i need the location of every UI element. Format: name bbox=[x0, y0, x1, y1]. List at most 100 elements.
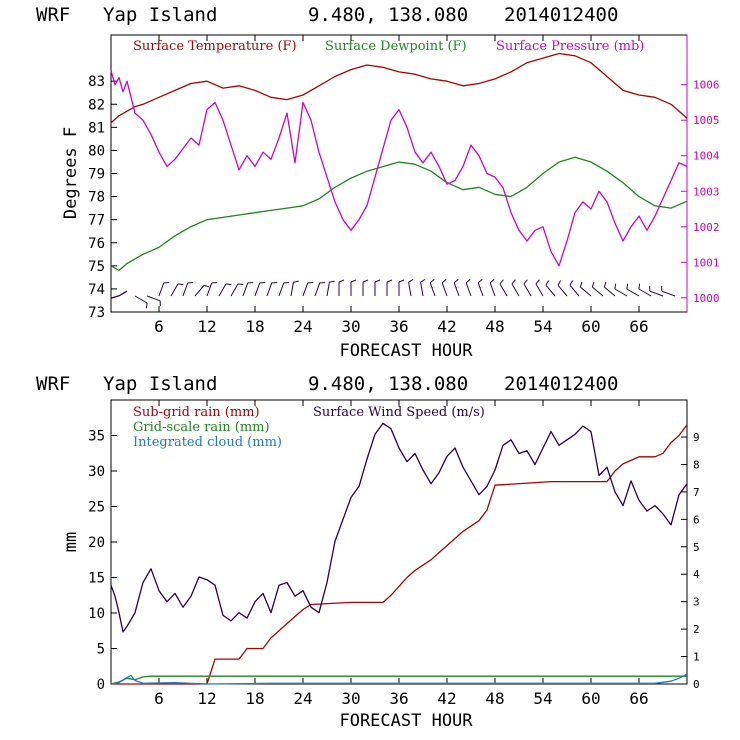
wind-barb-shaft bbox=[158, 282, 165, 297]
wind-barb bbox=[408, 278, 414, 297]
chart1-x-tick-label: 48 bbox=[485, 317, 504, 336]
wind-barb bbox=[338, 279, 345, 296]
wind-barb bbox=[170, 283, 184, 297]
wind-barb-shaft bbox=[278, 282, 285, 297]
wind-barb-shaft bbox=[649, 290, 664, 297]
chart1-y-tick-label: 83 bbox=[88, 74, 105, 90]
wind-barb bbox=[182, 282, 194, 297]
chart1-y-tick-label: 73 bbox=[88, 305, 105, 321]
wind-barb-feather bbox=[511, 279, 516, 285]
wind-barb-feather bbox=[386, 279, 393, 283]
chart2-y2-tick-label: 7 bbox=[693, 486, 700, 499]
chart2-x-tick-label: 66 bbox=[629, 689, 648, 708]
wind-barb bbox=[362, 279, 369, 296]
chart1-coords-label: 9.480, 138.080 bbox=[308, 4, 468, 26]
wind-barb-feather bbox=[535, 279, 540, 285]
wind-barb-shaft bbox=[441, 282, 448, 297]
wind-barb bbox=[242, 282, 254, 297]
wind-barb bbox=[314, 282, 326, 297]
chart2-x-tick-label: 12 bbox=[197, 689, 216, 708]
wind-barb bbox=[453, 278, 460, 297]
wind-barb-feather bbox=[649, 285, 651, 292]
chart2-x-tick-label: 6 bbox=[154, 689, 164, 708]
chart2-xlabel: FORECAST HOUR bbox=[339, 711, 473, 731]
chart2-x-tick-label: 18 bbox=[245, 689, 264, 708]
wind-barb-shaft bbox=[134, 295, 148, 304]
wind-barb-feather bbox=[569, 280, 573, 286]
chart1-y-tick-label: 79 bbox=[88, 167, 105, 183]
wind-barb bbox=[290, 280, 299, 297]
chart1-y2-tick-label: 1003 bbox=[693, 185, 720, 198]
wind-barb bbox=[254, 282, 266, 297]
wind-barb-feather bbox=[338, 279, 345, 283]
chart1-y-tick-label: 74 bbox=[88, 282, 105, 298]
wind-barb-shaft bbox=[242, 282, 249, 297]
chart2-ticks: 6 12 18 24 30 36 42 48 54 60 660510152025303501234… bbox=[88, 400, 700, 708]
chart2-series-integrated-cloud-mm bbox=[110, 673, 688, 685]
legend-grid-scale-rain: Grid-scale rain (mm) bbox=[133, 420, 270, 435]
chart1-series-surface-dewpoint-f bbox=[110, 156, 688, 272]
wind-barb-shaft bbox=[591, 286, 604, 297]
wind-barb-feather bbox=[489, 278, 495, 284]
wind-barb bbox=[626, 283, 640, 297]
wind-barb-shaft bbox=[218, 283, 227, 297]
wind-barb bbox=[429, 278, 436, 297]
wind-barb bbox=[511, 279, 520, 297]
wind-barb bbox=[278, 282, 290, 297]
legend-wind-speed: Surface Wind Speed (m/s) bbox=[313, 405, 485, 420]
wind-barb bbox=[499, 279, 508, 297]
wind-barb-shaft bbox=[489, 282, 496, 297]
legend-surface-pressure: Surface Pressure (mb) bbox=[496, 39, 644, 54]
wind-barb-feather bbox=[429, 278, 435, 284]
wind-barb bbox=[374, 279, 381, 296]
chart1-x-tick-label: 54 bbox=[533, 317, 552, 336]
wind-barb bbox=[218, 283, 232, 297]
wind-barb-feather bbox=[523, 279, 528, 285]
wind-barb-feather bbox=[579, 281, 583, 288]
chart2-y-tick-label: 35 bbox=[88, 429, 105, 445]
chart1-x-tick-label: 6 bbox=[154, 317, 164, 336]
wind-barb bbox=[523, 279, 532, 297]
wind-barb-shaft bbox=[146, 295, 161, 302]
wind-barb bbox=[557, 280, 568, 297]
wind-barb-feather bbox=[638, 283, 641, 290]
wind-barb-shaft bbox=[429, 282, 436, 297]
wind-barb bbox=[465, 278, 472, 297]
wind-barb bbox=[569, 280, 580, 297]
chart1-y2-tick-label: 1002 bbox=[693, 221, 720, 234]
chart1-y2-tick-label: 1006 bbox=[693, 79, 720, 92]
wind-barb-feather bbox=[163, 282, 170, 284]
wind-barb-shaft bbox=[170, 283, 179, 297]
wind-barb bbox=[477, 278, 484, 297]
legend-integrated-cloud: Integrated cloud (mm) bbox=[133, 435, 282, 450]
chart1-y-tick-label: 78 bbox=[88, 190, 105, 206]
chart1-x-tick-label: 30 bbox=[341, 317, 360, 336]
wind-barb bbox=[158, 282, 170, 297]
wind-barb-feather bbox=[350, 279, 357, 283]
wind-barb-shaft bbox=[614, 288, 628, 297]
chart1-ylabel: Degrees F bbox=[61, 127, 81, 219]
chart1-y-tick-label: 77 bbox=[88, 213, 105, 229]
wind-barb-shaft bbox=[182, 282, 189, 297]
chart1-y-tick-label: 82 bbox=[88, 97, 105, 113]
legend-subgrid-rain: Sub-grid rain (mm) bbox=[133, 405, 260, 420]
wind-barb-feather bbox=[614, 283, 617, 290]
chart1-y-tick-label: 76 bbox=[88, 236, 105, 252]
chart2-y2-tick-label: 5 bbox=[693, 541, 700, 554]
wind-barb-feather bbox=[408, 278, 414, 283]
wind-barb bbox=[134, 295, 148, 309]
chart2-y2-tick-label: 9 bbox=[693, 431, 700, 444]
chart1-x-tick-label: 66 bbox=[629, 317, 648, 336]
chart1-x-tick-label: 18 bbox=[245, 317, 264, 336]
chart1-y-tick-label: 81 bbox=[88, 120, 105, 136]
wind-barb bbox=[649, 285, 664, 297]
wind-barb-shaft bbox=[254, 282, 261, 297]
wind-barb-shaft bbox=[626, 288, 640, 297]
wind-barb bbox=[266, 282, 278, 297]
wind-barb-feather bbox=[187, 282, 194, 284]
chart1-series-surface-temperature-f bbox=[110, 52, 688, 124]
wind-barb-feather bbox=[283, 282, 290, 284]
wind-barb bbox=[661, 285, 676, 297]
